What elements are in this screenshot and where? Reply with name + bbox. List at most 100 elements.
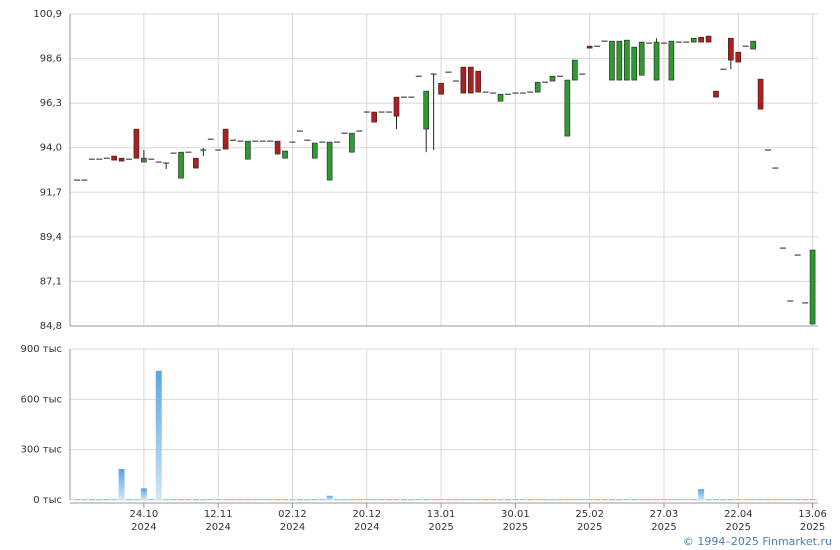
volume-bar: [111, 498, 118, 500]
y-tick-label: 87,1: [40, 276, 62, 287]
x-tick-label: 30.01: [501, 509, 530, 520]
x-tick-label: 27.03: [650, 509, 679, 520]
volume-bar: [237, 498, 244, 500]
candle-body: [349, 132, 355, 153]
volume-bar: [750, 498, 757, 500]
volume-bar: [794, 498, 801, 500]
candle-body: [713, 90, 719, 98]
x-tick-year: 2025: [651, 522, 676, 533]
volume-bar: [735, 498, 742, 500]
volume-bar: [282, 498, 289, 500]
x-tick-year: 2024: [205, 522, 230, 533]
volume-bar: [668, 498, 675, 500]
x-tick-label: 24.10: [130, 509, 159, 520]
candle-body: [809, 249, 816, 325]
volume-bar: [200, 498, 207, 500]
x-tick-year: 2025: [503, 522, 528, 533]
x-tick-year: 2024: [280, 522, 305, 533]
volume-bar: [192, 498, 199, 500]
volume-bar: [631, 498, 638, 500]
x-tick-year: 2025: [577, 522, 602, 533]
volume-bar: [482, 498, 489, 500]
volume-bar: [81, 498, 88, 500]
volume-bar: [185, 498, 192, 500]
volume-bar: [571, 498, 578, 500]
volume-bar: [155, 370, 162, 500]
volume-bar: [267, 498, 274, 500]
candle-body: [326, 141, 333, 181]
candle-body: [438, 82, 444, 95]
volume-bar: [96, 498, 103, 500]
candle-body: [282, 150, 288, 159]
volume-bar: [438, 498, 445, 500]
volume-bar: [274, 498, 281, 500]
volume-bar: [467, 498, 474, 500]
candle-body: [549, 75, 556, 82]
y-tick-label: 91,7: [40, 187, 62, 198]
volume-bar: [519, 498, 526, 500]
volume-bar: [608, 498, 615, 500]
volume-bar: [497, 498, 504, 500]
volume-bar: [400, 498, 407, 500]
volume-bar: [118, 468, 125, 500]
y-tick-label: 100,9: [33, 9, 62, 20]
volume-bar: [690, 498, 697, 500]
volume-bar: [289, 498, 296, 500]
volume-bar: [490, 498, 497, 500]
volume-bar: [742, 498, 749, 500]
volume-bar: [103, 498, 110, 500]
volume-bar: [363, 498, 370, 500]
volume-bar: [542, 498, 549, 500]
volume-bar: [296, 498, 303, 500]
candle-body: [534, 81, 541, 93]
volume-bar: [549, 498, 556, 500]
candle-body: [638, 41, 645, 76]
volume-bar: [504, 498, 511, 500]
volume-bar: [683, 498, 690, 500]
x-tick-year: 2024: [354, 522, 379, 533]
x-tick-label: 02.12: [278, 509, 307, 520]
volume-bar: [348, 498, 355, 500]
x-tick-label: 13.01: [427, 509, 456, 520]
candle-body: [631, 46, 638, 81]
volume-bar: [222, 498, 229, 500]
candle-body: [178, 151, 184, 179]
volume-bar: [764, 498, 771, 500]
candle-body: [423, 90, 430, 130]
candle-body: [467, 66, 474, 94]
candle-body: [193, 157, 199, 169]
volume-bar: [393, 498, 400, 500]
volume-bar: [74, 498, 80, 500]
volume-bar: [170, 498, 177, 500]
volume-bar: [809, 498, 816, 500]
y-tick-label: 0 тыс: [33, 495, 62, 506]
volume-bar: [334, 498, 341, 500]
volume-bar: [512, 498, 519, 500]
candle-body: [668, 40, 675, 81]
volume-bar: [356, 498, 363, 500]
volume-bar: [757, 498, 764, 500]
candle-body: [572, 59, 578, 81]
volume-bar: [163, 498, 170, 500]
candle-body: [705, 35, 712, 43]
volume-bar: [452, 498, 459, 500]
candle-body: [690, 37, 697, 43]
volume-bar: [148, 498, 155, 500]
candle-body: [586, 45, 593, 49]
volume-bar: [527, 498, 534, 500]
candle-body: [371, 111, 378, 123]
candle-body: [624, 39, 630, 81]
candle-body: [133, 128, 140, 159]
volume-bar: [638, 498, 645, 500]
x-tick-label: 13.06: [798, 509, 827, 520]
candle-body: [698, 36, 704, 43]
y-tick-label: 900 тыс: [21, 344, 62, 355]
volume-bar: [772, 498, 779, 500]
volume-bar: [341, 498, 348, 500]
candle-body: [460, 66, 467, 94]
candle-body: [757, 78, 764, 110]
volume-bar: [430, 498, 437, 500]
volume-bar: [623, 498, 630, 500]
volume-bar: [802, 498, 809, 500]
